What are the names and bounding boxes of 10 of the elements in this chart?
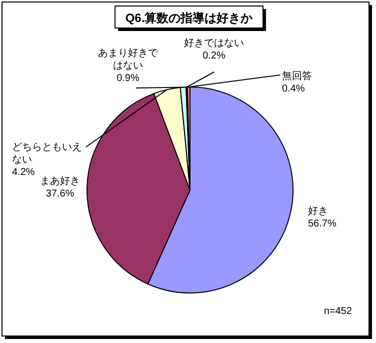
chart-title: Q6.算数の指導は好きか — [125, 11, 254, 25]
text: n=452 — [324, 306, 352, 317]
data-label: 0.2% — [202, 50, 226, 62]
slice-label: 無回答 — [282, 70, 312, 82]
data-label: 0.4% — [282, 84, 305, 94]
data-label: 4.2% — [12, 167, 35, 178]
slice-label: 好きではない — [184, 38, 244, 49]
slice-label: あまり好きではない — [98, 48, 159, 72]
slice-label: どちらともいえない — [12, 142, 82, 166]
data-label: 0.9% — [116, 73, 140, 84]
